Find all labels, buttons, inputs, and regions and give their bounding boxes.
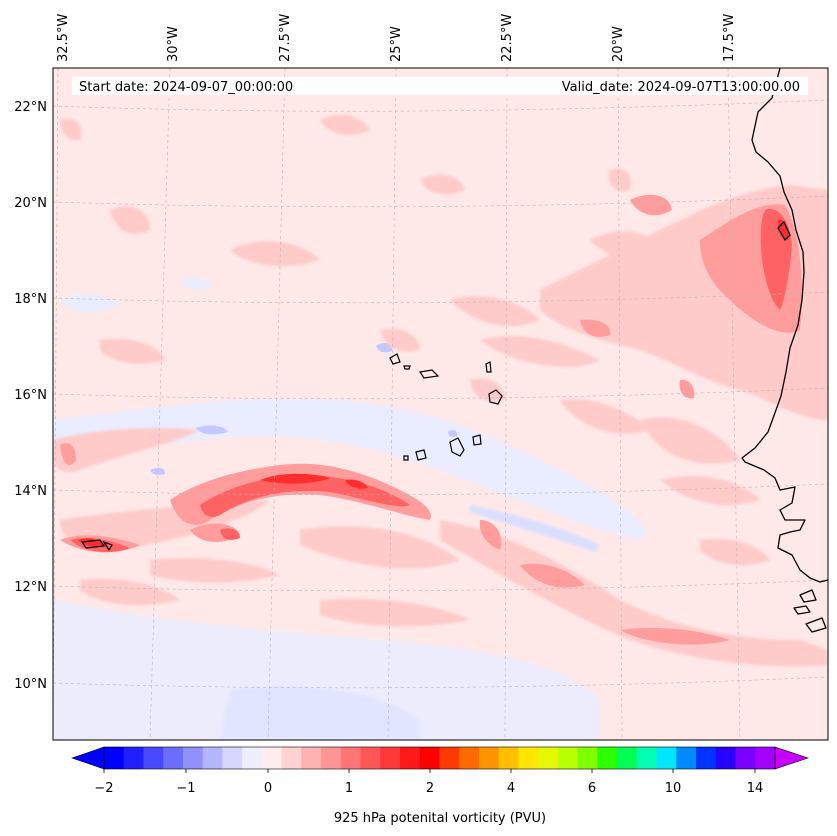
colorbar-bin bbox=[143, 747, 164, 769]
map-panel bbox=[53, 68, 828, 740]
colorbar-bin bbox=[656, 747, 677, 769]
lat-label-3: 16°N bbox=[14, 388, 47, 403]
valid-date-label: Valid_date: 2024-09-07T13:00:00.00 bbox=[562, 80, 800, 95]
colorbar-title: 925 hPa potenital vorticity (PVU) bbox=[334, 811, 546, 826]
colorbar-bin bbox=[321, 747, 342, 769]
cape-verde-islands bbox=[80, 353, 503, 552]
colorbar-bin bbox=[380, 747, 401, 769]
colorbar-bin bbox=[261, 747, 283, 769]
colorbar: −2 −1 0 1 2 4 6 10 14 925 hPa potenital … bbox=[71, 746, 809, 826]
colorbar-ticks bbox=[103, 769, 756, 773]
colorbar-bin bbox=[696, 747, 717, 769]
longitude-labels: 32.5°W 30°W 27.5°W 25°W 22.5°W 20°W 17.5… bbox=[56, 14, 737, 62]
colorbar-bin bbox=[715, 747, 736, 769]
latitude-labels: 22°N 20°N 18°N 16°N 14°N 12°N 10°N bbox=[14, 100, 47, 692]
colorbar-bin bbox=[518, 747, 539, 769]
lat-label-6: 10°N bbox=[14, 677, 47, 692]
start-date-box bbox=[72, 77, 332, 95]
cb-tick-label-8: 14 bbox=[747, 781, 764, 796]
cb-tick-label-2: 0 bbox=[264, 781, 272, 796]
colorbar-bin bbox=[577, 747, 598, 769]
lat-label-0: 22°N bbox=[14, 100, 47, 115]
colorbar-bin bbox=[557, 747, 579, 769]
valid-date-box bbox=[310, 77, 808, 95]
colorbar-bin bbox=[478, 747, 500, 769]
lon-label-3: 25°W bbox=[389, 26, 404, 62]
colorbar-bin bbox=[163, 747, 184, 769]
cb-tick-label-4: 2 bbox=[426, 781, 434, 796]
colorbar-bin bbox=[182, 747, 204, 769]
colorbar-bin bbox=[755, 747, 776, 769]
colorbar-bin bbox=[340, 747, 361, 769]
colorbar-bin bbox=[676, 747, 697, 769]
colorbar-bin bbox=[636, 747, 657, 769]
negative-pv-areas bbox=[53, 277, 646, 740]
negative-pv-cores bbox=[150, 342, 458, 475]
graticule bbox=[53, 68, 828, 740]
colorbar-bin bbox=[222, 747, 243, 769]
lon-label-5: 20°W bbox=[611, 26, 626, 62]
colorbar-outline bbox=[103, 746, 776, 770]
colorbar-bin bbox=[735, 747, 756, 769]
colorbar-extend-low bbox=[71, 746, 105, 770]
cb-tick-label-3: 1 bbox=[345, 781, 353, 796]
colorbar-extend-high bbox=[774, 746, 809, 770]
colorbar-bin bbox=[242, 747, 263, 769]
colorbar-bin bbox=[459, 747, 480, 769]
colorbar-bin bbox=[597, 747, 618, 769]
colorbar-bin bbox=[360, 747, 381, 769]
lat-label-1: 20°N bbox=[14, 196, 47, 211]
colorbar-bin bbox=[617, 747, 638, 769]
cb-tick-label-6: 6 bbox=[588, 781, 596, 796]
colorbar-bin bbox=[400, 747, 421, 769]
cb-tick-label-7: 10 bbox=[665, 781, 682, 796]
start-date-label: Start date: 2024-09-07_00:00:00 bbox=[79, 80, 293, 95]
coastlines bbox=[741, 68, 828, 633]
cb-tick-label-0: −2 bbox=[94, 781, 113, 796]
cb-tick-label-5: 4 bbox=[507, 781, 515, 796]
very-strong-pv-areas bbox=[78, 219, 789, 547]
lon-label-4: 22.5°W bbox=[500, 14, 515, 62]
lon-label-2: 27.5°W bbox=[278, 14, 293, 62]
weak-positive-pv-areas bbox=[53, 114, 828, 667]
colorbar-bin bbox=[498, 747, 519, 769]
lat-label-4: 14°N bbox=[14, 484, 47, 499]
santo-antao-island bbox=[389, 353, 401, 365]
map-frame bbox=[52, 67, 829, 741]
lon-label-1: 30°W bbox=[166, 26, 181, 62]
africa-coastline bbox=[741, 68, 828, 583]
colorbar-bin bbox=[439, 747, 460, 769]
colorbar-bin bbox=[281, 747, 302, 769]
colorbar-bin bbox=[538, 747, 559, 769]
cb-tick-label-1: −1 bbox=[176, 781, 195, 796]
lon-label-0: 32.5°W bbox=[56, 14, 71, 62]
colorbar-bin bbox=[301, 747, 322, 769]
lon-label-6: 17.5°W bbox=[722, 14, 737, 62]
colorbar-bin bbox=[202, 747, 223, 769]
colorbar-tick-labels: −2 −1 0 1 2 4 6 10 14 bbox=[94, 781, 763, 796]
colorbar-bin bbox=[123, 747, 144, 769]
colorbar-bin bbox=[104, 747, 125, 769]
lat-label-2: 18°N bbox=[14, 292, 47, 307]
colorbar-bin bbox=[419, 747, 440, 769]
colorbar-bins bbox=[104, 747, 776, 769]
lat-label-5: 12°N bbox=[14, 580, 47, 595]
